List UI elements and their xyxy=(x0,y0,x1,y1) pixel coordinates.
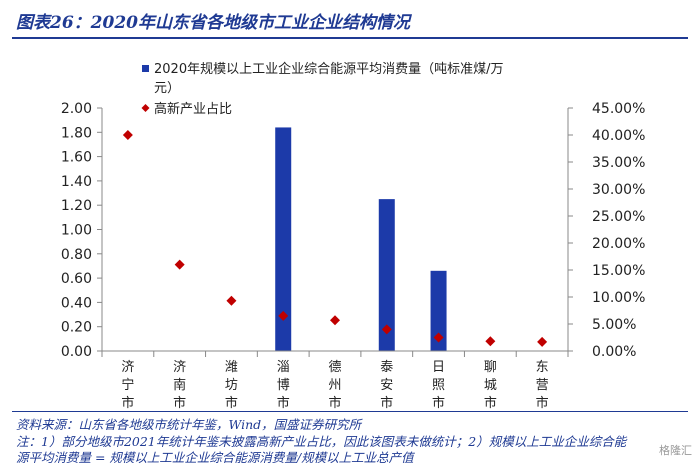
left-tick-label: 0.00 xyxy=(61,344,92,360)
bar-series xyxy=(275,127,447,351)
scatter-series xyxy=(122,130,548,347)
category-label: 东 xyxy=(536,360,549,375)
legend-bar-label: 2020年规模以上工业企业综合能源平均消费量（吨标准煤/万 xyxy=(154,61,503,77)
source-note: 资料来源：山东省各地级市统计年鉴，Wind，国盛证券研究所 xyxy=(16,417,362,432)
right-tick-label: 10.00% xyxy=(592,290,645,306)
category-label: 市 xyxy=(536,395,549,410)
category-label: 泰 xyxy=(380,360,393,375)
right-tick-label: 30.00% xyxy=(592,182,645,198)
category-label: 安 xyxy=(380,378,393,393)
left-tick-label: 1.00 xyxy=(61,223,92,239)
scatter-point xyxy=(381,324,392,335)
scatter-point xyxy=(226,295,237,306)
watermark-logo: 格隆汇 xyxy=(659,444,692,457)
category-label: 市 xyxy=(121,395,134,410)
category-label: 济 xyxy=(121,360,134,375)
category-label: 济 xyxy=(173,360,186,375)
right-tick-label: 15.00% xyxy=(592,263,645,279)
scatter-point xyxy=(278,310,289,321)
legend-bar-label: 元） xyxy=(154,81,180,96)
category-label: 城 xyxy=(484,378,497,393)
right-tick-label: 0.00% xyxy=(592,344,636,360)
scatter-point xyxy=(433,332,444,343)
category-label: 照 xyxy=(432,378,445,393)
right-axis: 0.00% 5.00% 10.00% 15.00% 20.00% 25.00% 30.00%… xyxy=(567,101,645,360)
right-tick-label: 20.00% xyxy=(592,236,645,252)
scatter-point xyxy=(537,336,548,347)
legend-scatter-label: 高新产业占比 xyxy=(154,101,232,117)
category-label: 市 xyxy=(277,395,290,410)
scatter-point xyxy=(174,259,185,270)
category-label: 淄 xyxy=(277,360,290,375)
footer-divider xyxy=(12,411,688,412)
scatter-point xyxy=(485,336,496,347)
left-tick-label: 1.60 xyxy=(61,150,92,166)
footnote-line-1: 注：1）部分地级市2021年统计年鉴未披露高新产业占比，因此该图表未做统计；2）… xyxy=(16,434,627,449)
title-divider xyxy=(12,37,688,39)
category-label: 南 xyxy=(173,377,186,393)
left-tick-label: 0.20 xyxy=(61,320,92,336)
category-label: 博 xyxy=(277,378,290,393)
left-tick-label: 1.20 xyxy=(61,198,92,214)
left-tick-label: 1.80 xyxy=(61,125,92,141)
legend-bar-swatch xyxy=(142,65,149,72)
bar xyxy=(430,270,447,351)
right-tick-label: 35.00% xyxy=(592,155,645,171)
left-tick-label: 0.40 xyxy=(61,295,92,311)
category-label: 市 xyxy=(173,395,186,410)
category-label: 坊 xyxy=(225,378,238,393)
scatter-point xyxy=(330,315,340,326)
category-label: 日 xyxy=(432,360,445,375)
category-label: 营 xyxy=(536,378,549,393)
chart-svg: 2020年规模以上工业企业综合能源平均消费量（吨标准煤/万元） 高新产业占比 0.… xyxy=(61,61,646,410)
right-tick-label: 25.00% xyxy=(592,209,645,225)
category-label: 市 xyxy=(484,395,497,410)
scatter-point xyxy=(122,130,133,140)
category-label: 市 xyxy=(225,395,238,410)
left-tick-label: 2.00 xyxy=(61,101,92,117)
bar xyxy=(378,199,395,351)
left-tick-label: 0.60 xyxy=(61,271,92,287)
left-tick-label: 0.80 xyxy=(61,247,92,263)
left-tick-label: 1.40 xyxy=(61,174,92,190)
footnote-line-2: 源平均消费量 = 规模以上工业企业综合能源消费量/规模以上工业总产值 xyxy=(16,450,414,465)
chart-title: 图表26：2020年山东省各地级市工业企业结构情况 xyxy=(16,13,410,33)
category-label: 聊 xyxy=(484,360,497,375)
right-tick-label: 5.00% xyxy=(592,317,636,333)
category-label: 州 xyxy=(328,378,341,393)
category-label: 市 xyxy=(328,395,341,410)
category-label: 市 xyxy=(380,395,393,410)
category-label: 市 xyxy=(432,395,445,410)
right-tick-label: 40.00% xyxy=(592,128,645,144)
category-label: 潍 xyxy=(225,360,238,375)
category-label: 德 xyxy=(328,360,341,375)
bar xyxy=(275,127,292,351)
legend-scatter-swatch xyxy=(141,104,150,112)
category-label: 宁 xyxy=(121,377,134,393)
legend: 2020年规模以上工业企业综合能源平均消费量（吨标准煤/万元） 高新产业占比 xyxy=(141,61,503,117)
right-tick-label: 45.00% xyxy=(592,101,645,117)
left-axis: 0.00 0.20 0.40 0.60 0.80 1.00 1.20 1.40 1.60 1.80… xyxy=(61,101,103,360)
